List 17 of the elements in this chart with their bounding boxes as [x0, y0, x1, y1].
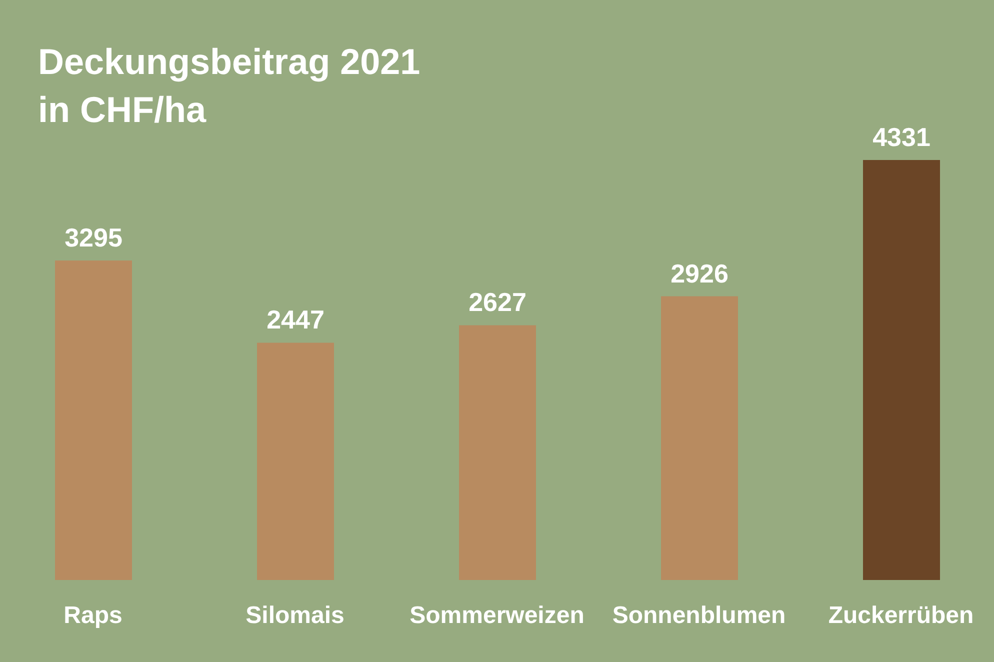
x-tick-label: Zuckerrüben — [828, 602, 974, 630]
x-tick-label: Sommerweizen — [410, 602, 584, 630]
bar — [257, 342, 334, 580]
data-label: 2447 — [266, 304, 324, 335]
chart-subtitle: in CHF/ha — [38, 88, 208, 132]
bar — [661, 296, 738, 580]
bar — [459, 325, 536, 580]
chart-title: Deckungsbeitrag 2021 — [38, 40, 420, 84]
data-label: 3295 — [64, 222, 122, 252]
data-label: 4331 — [872, 122, 930, 152]
x-tick-label: Silomais — [246, 602, 344, 630]
x-tick-label: Sonnenblumen — [612, 602, 786, 630]
data-label: 2926 — [670, 258, 728, 288]
bar — [55, 260, 132, 580]
data-label: 2627 — [468, 287, 526, 318]
bar — [863, 160, 940, 580]
x-tick-label: Raps — [64, 602, 122, 630]
